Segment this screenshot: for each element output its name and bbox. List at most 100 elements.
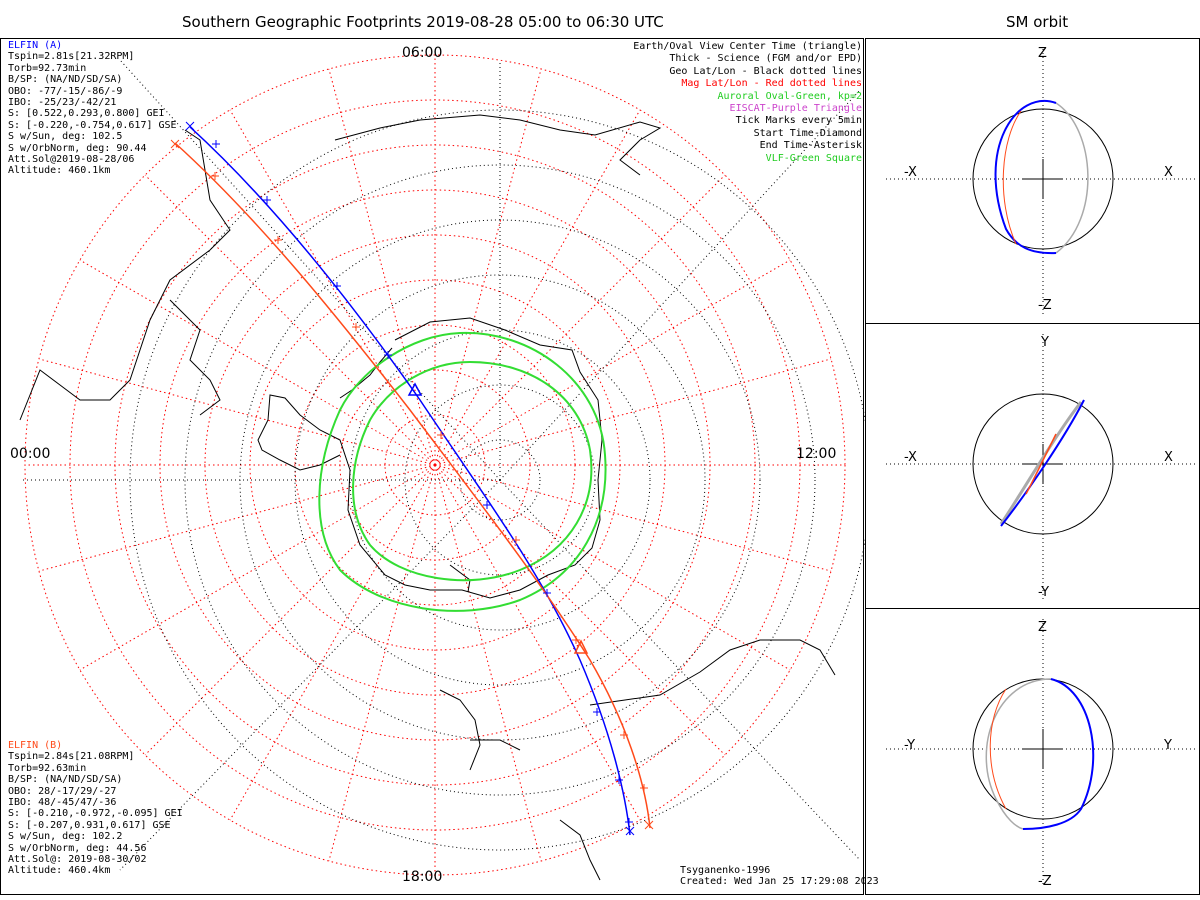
legend-item: VLF-Green Square: [765, 152, 862, 164]
elfin-b-line: S: [-0.207,0.931,0.617] GSE: [8, 819, 171, 831]
elfin-a-name: ELFIN (A): [8, 40, 63, 51]
mag-meridian: [328, 464, 436, 862]
mag-meridian: [79, 259, 436, 466]
mag-meridian: [434, 464, 641, 821]
sm-panel-xy: Y -Y -X X: [886, 334, 1196, 600]
created-date: Created: Wed Jan 25 17:29:08 2023: [680, 876, 879, 888]
auroral-oval-inner: [352, 360, 593, 582]
polar-map: [19, 54, 865, 881]
mag-meridian: [144, 464, 436, 756]
legend-item: Start Time-Diamond: [753, 127, 862, 139]
elfin-b-line: IBO: 48/-45/47/-36: [8, 797, 117, 809]
elfin-b-line: S w/OrbNorm, deg: 44.56: [8, 842, 147, 854]
mag-meridians: [25, 55, 845, 875]
auroral-oval-outer: [318, 331, 607, 612]
elfin-b-line: Att.Sol@: 2019-08-30/02: [8, 854, 147, 866]
elfin-b-name: ELFIN (B): [8, 740, 63, 751]
elfin-a-line: Torb=92.73min: [8, 62, 87, 74]
model-name: Tsyganenko-1996: [680, 865, 771, 876]
legend-item: Auroral Oval-Green, kp=2: [717, 90, 863, 102]
legend: Earth/Oval View Center Time (triangle) T…: [633, 41, 862, 165]
coastlines: [19, 114, 836, 881]
elfin-a-line: Altitude: 460.1km: [8, 165, 111, 177]
legend-item: EISCAT-Purple Triangle: [729, 103, 862, 115]
elfin-b-track: [174, 142, 651, 829]
mag-meridian: [434, 464, 832, 572]
sm-xy-right: X: [1164, 450, 1173, 465]
legend-item: Geo Lat/Lon - Black dotted lines: [669, 65, 862, 77]
peninsula-coast: [339, 347, 393, 399]
elfin-a-line: Att.Sol@2019-08-28/06: [8, 154, 135, 166]
elfin-a-ticks: [185, 121, 635, 836]
africa-coast: [334, 114, 662, 176]
elfin-b-line: OBO: 28/-17/29/-27: [8, 785, 117, 797]
sm-yz-right: Y: [1163, 738, 1172, 753]
mag-meridian: [229, 109, 436, 466]
island-coast: [439, 689, 481, 771]
legend-item: Tick Marks every 5min: [735, 115, 862, 127]
mag-meridian: [229, 464, 436, 821]
legend-item: Earth/Oval View Center Time (triangle): [633, 41, 862, 52]
legend-item: Mag Lat/Lon - Red dotted lines: [681, 78, 862, 90]
sm-divider-1: [865, 323, 1200, 324]
elfin-b-line: Altitude: 460.4km: [8, 865, 111, 877]
mag-meridian: [144, 174, 436, 466]
mag-meridian: [434, 464, 542, 862]
sm-xy-left: -X: [904, 450, 917, 465]
elfin-b-triangle: [573, 639, 589, 654]
sm-yz-left: -Y: [904, 738, 915, 753]
elfin-a-triangle: [407, 382, 423, 396]
sm-xz-left: -X: [904, 165, 917, 180]
sm-yz-bottom: -Z: [1038, 874, 1052, 889]
mag-meridian: [434, 174, 726, 466]
auroral-oval: [318, 331, 607, 612]
sm-panel-xz: Z -Z -X X: [886, 46, 1196, 314]
orbit-tracks: [174, 126, 651, 836]
sm-xy-bottom: -Y: [1038, 585, 1049, 600]
sm-xz-right: X: [1164, 165, 1173, 180]
sm-divider-2: [865, 608, 1200, 609]
mag-meridian: [434, 464, 791, 671]
elfin-b-ticks: [170, 139, 654, 830]
mag-meridian: [434, 109, 641, 466]
sm-orbit-title: SM orbit: [1006, 13, 1069, 31]
clock-06: 06:00: [402, 45, 443, 61]
view-center-triangles: [407, 382, 589, 654]
elfin-b-line: Torb=92.63min: [8, 762, 87, 774]
sm-xy-top: Y: [1040, 335, 1049, 350]
mag-meridian: [434, 259, 791, 466]
mag-meridian: [434, 464, 726, 756]
mag-meridian: [38, 464, 436, 572]
elfin-a-track: [189, 126, 631, 836]
elfin-a-line: IBO: -25/23/-42/21: [8, 97, 117, 109]
mag-meridian: [38, 358, 436, 466]
australia-coast: [589, 639, 836, 706]
legend-item: End Time-Asterisk: [759, 140, 862, 152]
elfin-a-info: ELFIN (A) Tspin=2.81s[21.32RPM] Torb=92.…: [8, 40, 177, 177]
mag-meridian: [79, 464, 436, 671]
sm-xz-top: Z: [1038, 46, 1047, 61]
clock-18: 18:00: [402, 869, 443, 885]
map-frame: [0, 38, 864, 895]
sm-panel-yz: Z -Z -Y Y: [886, 619, 1196, 889]
mag-meridian: [328, 68, 436, 466]
sm-xz-bottom: -Z: [1038, 298, 1052, 313]
clock-00: 00:00: [10, 446, 51, 462]
antarctica-coast: [257, 317, 603, 599]
sm-yz-top: Z: [1038, 620, 1047, 635]
elfin-a-line: B/SP: (NA/ND/SD/SA): [8, 74, 123, 86]
elfin-b-info: ELFIN (B) Tspin=2.84s[21.08RPM] Torb=92.…: [8, 740, 183, 877]
elfin-b-line: S w/Sun, deg: 102.2: [8, 831, 123, 843]
elfin-b-line: B/SP: (NA/ND/SD/SA): [8, 774, 123, 786]
elfin-b-line: S: [-0.210,-0.972,-0.095] GEI: [8, 808, 183, 820]
elfin-b-line: Tspin=2.84s[21.08RPM]: [8, 751, 135, 763]
elfin-a-line: Tspin=2.81s[21.32RPM]: [8, 51, 135, 63]
elfin-a-line: S: [-0.220,-0.754,0.617] GSE: [8, 119, 177, 131]
elfin-a-line: S: [0.522,0.293,0.800] GEI: [8, 108, 165, 120]
elfin-a-line: S w/OrbNorm, deg: 90.44: [8, 142, 147, 154]
mag-meridian: [434, 358, 832, 466]
credits: Tsyganenko-1996 Created: Wed Jan 25 17:2…: [680, 865, 879, 888]
south-america-coast: [19, 129, 231, 421]
elfin-a-line: S w/Sun, deg: 102.5: [8, 131, 123, 143]
elfin-a-line: OBO: -77/-15/-86/-9: [8, 85, 123, 97]
